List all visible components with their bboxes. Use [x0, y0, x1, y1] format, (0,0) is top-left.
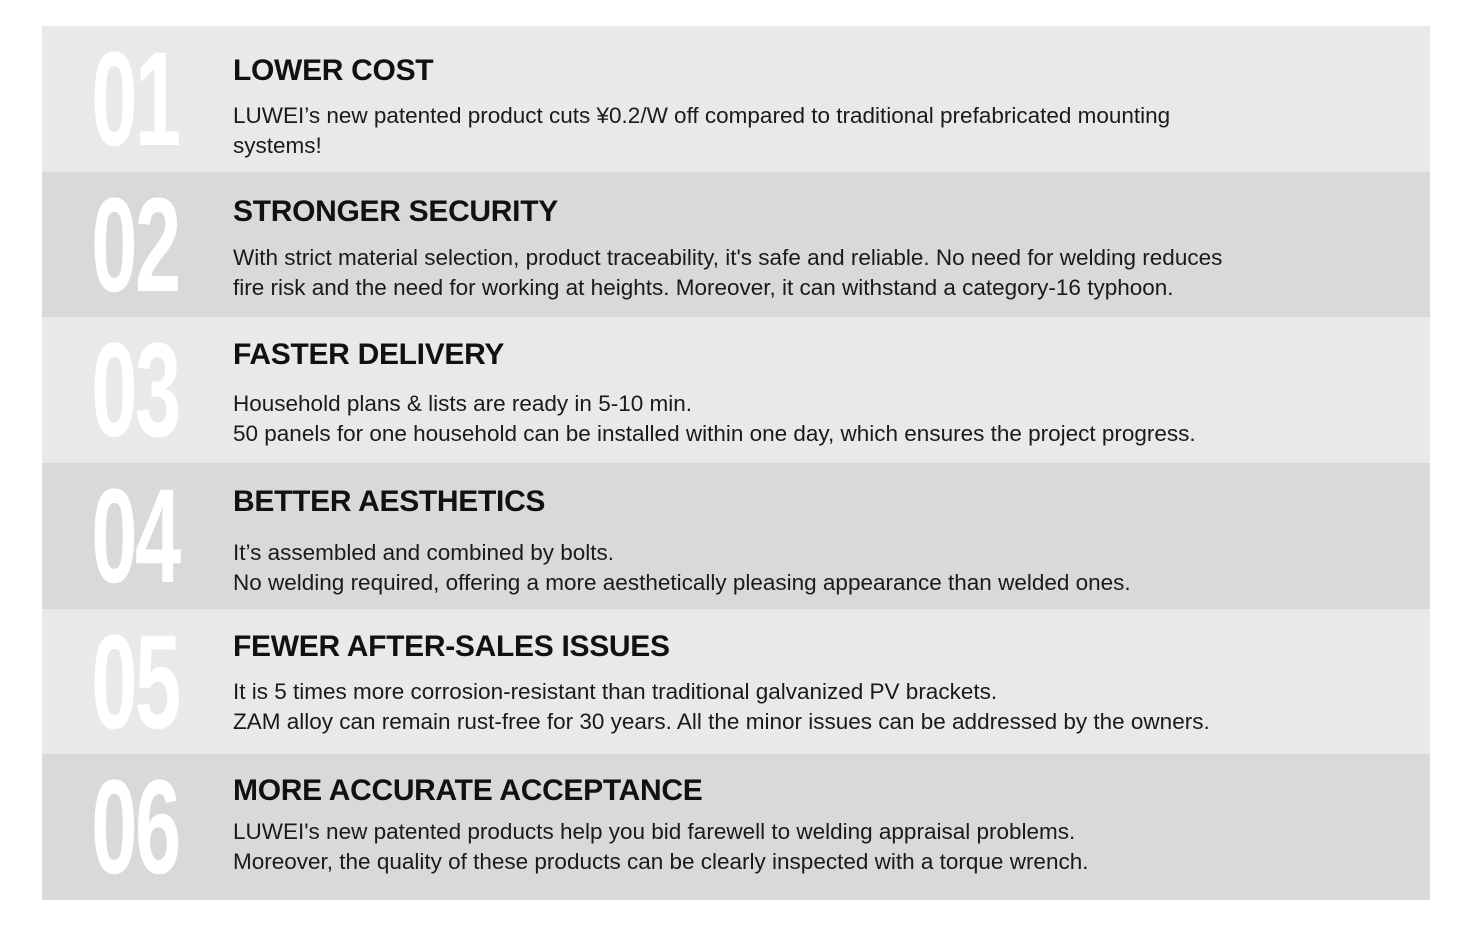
feature-number: 01 — [91, 26, 181, 172]
feature-description: LUWEI’s new patented product cuts ¥0.2/W… — [233, 101, 1403, 161]
feature-number: 05 — [91, 608, 181, 755]
feature-title: FEWER AFTER-SALES ISSUES — [233, 629, 670, 663]
description-line: It is 5 times more corrosion-resistant t… — [233, 678, 998, 704]
description-line: No welding required, offering a more aes… — [233, 570, 1131, 596]
description-line: systems! — [233, 133, 322, 158]
feature-number: 03 — [91, 317, 181, 464]
feature-row-lower-cost: 01 LOWER COST LUWEI’s new patented produ… — [42, 26, 1430, 172]
feature-row-more-accurate-acceptance: 06 MORE ACCURATE ACCEPTANCE LUWEI's new … — [42, 754, 1430, 901]
feature-title: BETTER AESTHETICS — [233, 485, 546, 519]
feature-number: 06 — [91, 754, 181, 901]
description-line: Household plans & lists are ready in 5-1… — [233, 391, 692, 417]
description-line: Moreover, the quality of these products … — [233, 849, 1089, 875]
description-line: LUWEI's new patented products help you b… — [233, 819, 1076, 845]
description-line: fire risk and the need for working at he… — [233, 274, 1174, 300]
feature-row-fewer-after-sales-issues: 05 FEWER AFTER-SALES ISSUES It is 5 time… — [42, 608, 1430, 755]
feature-title: STRONGER SECURITY — [233, 194, 558, 228]
feature-row-better-aesthetics: 04 BETTER AESTHETICS It’s assembled and … — [42, 463, 1430, 609]
feature-number: 02 — [91, 171, 181, 318]
feature-description: It’s assembled and combined by bolts. No… — [233, 538, 1403, 598]
feature-description: It is 5 times more corrosion-resistant t… — [233, 677, 1403, 737]
description-line: 50 panels for one household can be insta… — [233, 421, 1196, 447]
feature-title: LOWER COST — [233, 54, 434, 87]
description-line: With strict material selection, product … — [233, 244, 1223, 270]
feature-description: Household plans & lists are ready in 5-1… — [233, 389, 1403, 449]
description-line: It’s assembled and combined by bolts. — [233, 540, 615, 566]
feature-list: 01 LOWER COST LUWEI’s new patented produ… — [42, 26, 1430, 901]
feature-title: FASTER DELIVERY — [233, 338, 505, 372]
feature-number: 04 — [91, 463, 181, 609]
description-line: LUWEI’s new patented product cuts ¥0.2/W… — [233, 103, 1171, 128]
feature-row-stronger-security: 02 STRONGER SECURITY With strict materia… — [42, 171, 1430, 318]
feature-description: LUWEI's new patented products help you b… — [233, 817, 1403, 877]
feature-description: With strict material selection, product … — [233, 243, 1403, 303]
feature-title: MORE ACCURATE ACCEPTANCE — [233, 774, 703, 808]
description-line: ZAM alloy can remain rust-free for 30 ye… — [233, 708, 1210, 734]
feature-row-faster-delivery: 03 FASTER DELIVERY Household plans & lis… — [42, 317, 1430, 464]
